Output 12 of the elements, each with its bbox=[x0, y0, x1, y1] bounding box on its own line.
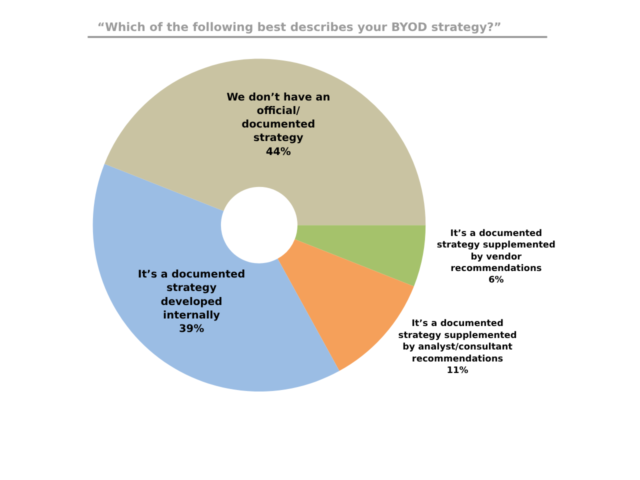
chart-title: “Which of the following best describes your BYOD strategy?” bbox=[97, 20, 502, 34]
data-label: 39% bbox=[178, 323, 205, 336]
donut-slice bbox=[294, 225, 426, 286]
slice-label: It’s a documented strategy developed internally bbox=[138, 268, 246, 322]
donut-slice bbox=[92, 164, 340, 392]
donut-slice bbox=[104, 59, 426, 226]
slice-label: We don’t have an official/ documented strategy bbox=[226, 91, 330, 144]
slice-label: It’s a documented strategy supplemented by analyst/consultant recommendations bbox=[398, 319, 517, 364]
data-label: 11% bbox=[446, 366, 468, 376]
data-label: 6% bbox=[488, 276, 504, 286]
slice-label: It’s a documented strategy supplemented by vendor recommendations bbox=[436, 228, 556, 274]
data-label: 44% bbox=[266, 146, 292, 158]
